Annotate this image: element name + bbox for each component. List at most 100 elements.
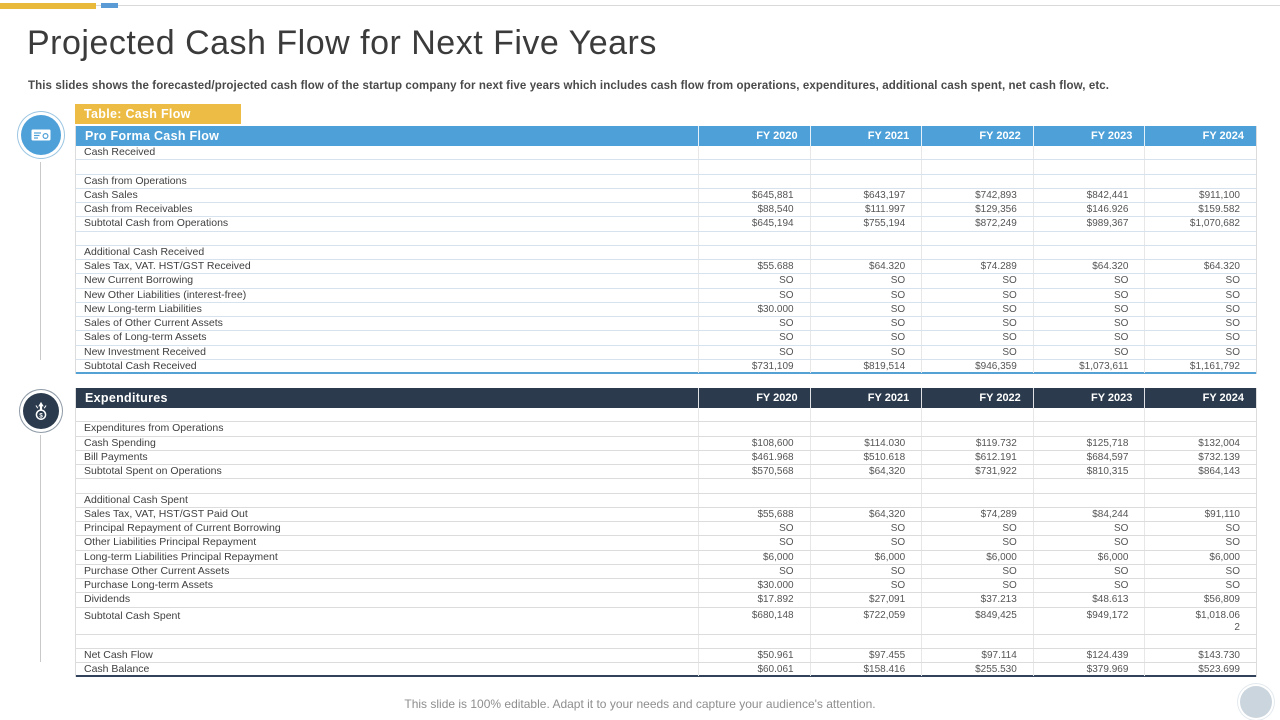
- decorative-circle: [1240, 686, 1272, 718]
- table-header-row: Pro Forma Cash Flow FY 2020 FY 2021 FY 2022…: [76, 126, 1256, 146]
- value-cell: SO: [921, 522, 1033, 536]
- value-cell: $56,809: [1144, 593, 1256, 607]
- year-header-cell: FY 2020: [698, 388, 810, 408]
- value-cell: $64,320: [809, 507, 922, 521]
- table-label-badge: Table: Cash Flow: [75, 104, 241, 124]
- value-cell: $132,004: [1144, 436, 1256, 450]
- value-cell: $379.969: [1032, 663, 1145, 676]
- value-cell: $523.699: [1144, 663, 1256, 676]
- row-label-cell: Expenditures from Operations: [84, 422, 224, 435]
- value-cell: $97.114: [921, 648, 1033, 662]
- connector-line: [40, 435, 41, 662]
- value-cell: [921, 174, 1033, 188]
- value-cell: [698, 422, 810, 436]
- expenditure-icon: $: [23, 393, 59, 429]
- value-cell: $125,718: [1032, 436, 1145, 450]
- value-cell: $88,540: [698, 203, 810, 217]
- value-cell: $97.455: [809, 648, 922, 662]
- year-header-cell: FY 2024: [1144, 126, 1256, 146]
- value-cell: [1032, 479, 1145, 493]
- value-cell: $819,514: [809, 359, 922, 373]
- value-cell: SO: [809, 274, 922, 288]
- row-label-cell: Net Cash Flow: [84, 648, 153, 661]
- row-label-cell: Purchase Other Current Assets: [84, 564, 230, 577]
- row-label-cell: Principal Repayment of Current Borrowing: [84, 522, 281, 534]
- table-row: Purchase Long-term Assets $30.000 SO SO SO SO: [76, 579, 1256, 594]
- value-cell: $30.000: [698, 302, 810, 316]
- value-cell: $742,893: [921, 188, 1033, 202]
- value-cell: [1032, 245, 1145, 259]
- value-cell: $50.961: [698, 648, 810, 662]
- row-label-cell: Sales Tax, VAT, HST/GST Paid Out: [84, 507, 248, 520]
- value-cell: [698, 231, 810, 245]
- value-cell: $722,059: [809, 607, 922, 634]
- value-cell: $17.892: [698, 593, 810, 607]
- row-label-cell: New Current Borrowing: [84, 274, 194, 287]
- value-cell: [809, 634, 922, 648]
- value-cell: [921, 479, 1033, 493]
- value-cell: [1144, 422, 1256, 436]
- value-cell: $74,289: [921, 507, 1033, 521]
- value-cell: $872,249: [921, 217, 1033, 231]
- value-cell: SO: [921, 331, 1033, 345]
- value-cell: $64,320: [809, 465, 922, 479]
- value-cell: $64.320: [809, 260, 922, 274]
- table-row: Sales of Long-term Assets SO SO SO SO SO: [76, 331, 1256, 346]
- row-label-cell: Dividends: [84, 593, 131, 606]
- value-cell: $37.213: [921, 593, 1033, 607]
- year-header-cell: FY 2021: [809, 388, 922, 408]
- value-cell: [921, 231, 1033, 245]
- value-cell: $55.688: [698, 260, 810, 274]
- value-cell: SO: [921, 288, 1033, 302]
- value-cell: $6,000: [1032, 550, 1145, 564]
- value-cell: [809, 174, 922, 188]
- value-cell: SO: [698, 522, 810, 536]
- table-row: Additional Cash Spent: [76, 493, 1256, 508]
- value-cell: SO: [809, 579, 922, 593]
- table-row: New Current Borrowing SO SO SO SO SO: [76, 274, 1256, 289]
- value-cell: [921, 493, 1033, 507]
- row-label-cell: Long-term Liabilities Principal Repaymen…: [84, 550, 278, 563]
- value-cell: SO: [1144, 536, 1256, 550]
- value-cell: $55,688: [698, 507, 810, 521]
- value-cell: [698, 493, 810, 507]
- table-row: Subtotal Spent on Operations $570,568 $64,…: [76, 465, 1256, 480]
- table-row: Cash Balance $60.061 $158.416 $255.530 $379.…: [76, 663, 1256, 678]
- year-header-cell: FY 2023: [1032, 126, 1145, 146]
- year-header-cell: FY 2023: [1032, 388, 1145, 408]
- value-cell: [1032, 231, 1145, 245]
- row-label-cell: Cash Spending: [84, 436, 156, 449]
- year-header-cell: FY 2021: [809, 126, 922, 146]
- row-label-cell: New Long-term Liabilities: [84, 302, 202, 315]
- year-header-cell: FY 2024: [1144, 388, 1256, 408]
- cheque-icon-glyph: [31, 129, 51, 141]
- value-cell: $255.530: [921, 663, 1033, 676]
- svg-text:$: $: [39, 412, 43, 419]
- row-label-cell: Other Liabilities Principal Repayment: [84, 536, 257, 549]
- value-cell: [809, 479, 922, 493]
- value-cell: SO: [698, 564, 810, 578]
- value-cell: [921, 160, 1033, 174]
- value-cell: [698, 160, 810, 174]
- value-cell: [698, 245, 810, 259]
- table-title-cell: Pro Forma Cash Flow: [85, 129, 220, 143]
- value-cell: [921, 146, 1033, 160]
- table-row: Subtotal Cash from Operations $645,194 $75…: [76, 217, 1256, 232]
- table-pro-forma: Pro Forma Cash Flow FY 2020 FY 2021 FY 2022…: [75, 126, 1257, 374]
- value-cell: SO: [1144, 302, 1256, 316]
- value-cell: SO: [1144, 288, 1256, 302]
- table-row: New Long-term Liabilities $30.000 SO SO SO SO: [76, 302, 1256, 317]
- value-cell: $91,110: [1144, 507, 1256, 521]
- value-cell: [1144, 174, 1256, 188]
- topbar: [0, 0, 1280, 12]
- value-cell: $842,441: [1032, 188, 1145, 202]
- value-cell: [809, 422, 922, 436]
- value-cell: $849,425: [921, 607, 1033, 634]
- value-cell: $680,148: [698, 607, 810, 634]
- table-row: New Other Liabilities (interest-free) SO S…: [76, 288, 1256, 303]
- expenditure-icon-glyph: $: [35, 401, 47, 420]
- row-label-cell: Cash from Operations: [84, 174, 187, 187]
- row-label-cell: Sales of Other Current Assets: [84, 317, 223, 329]
- value-cell: SO: [1032, 564, 1145, 578]
- topbar-blue-segment: [101, 3, 118, 8]
